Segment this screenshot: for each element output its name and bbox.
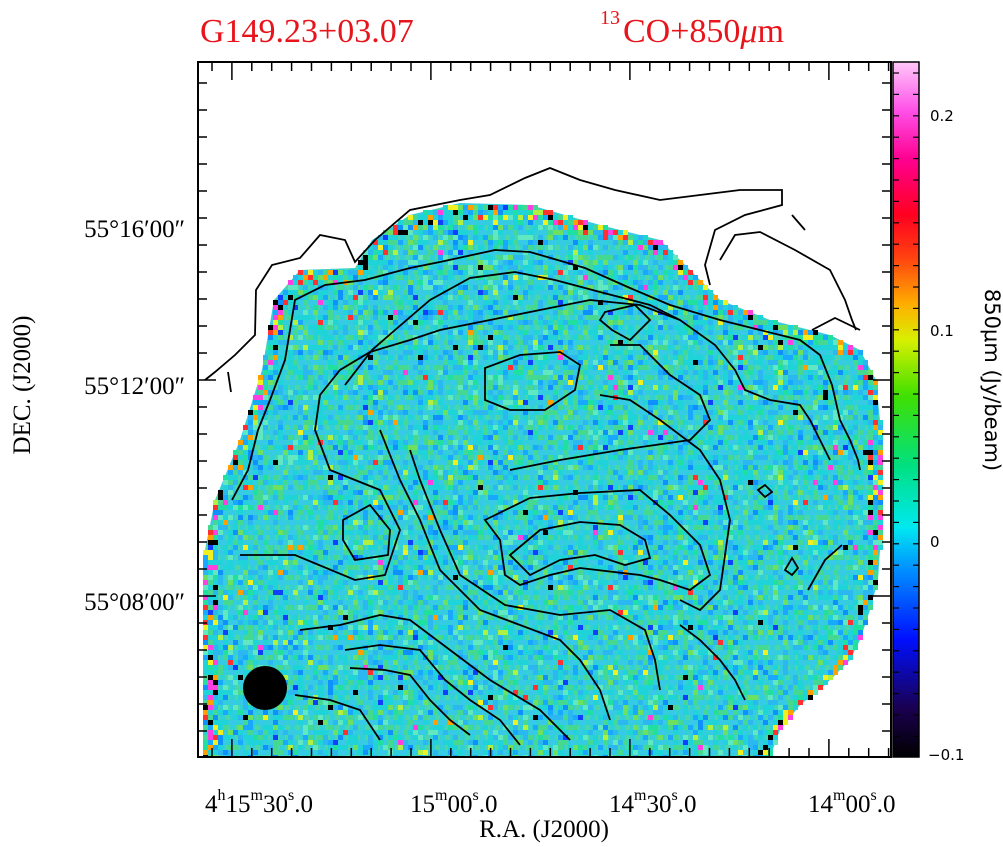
contour-right-dash bbox=[807, 544, 843, 591]
contour-small-dash bbox=[791, 214, 806, 231]
contour-lower-1 bbox=[299, 614, 571, 741]
tracer-unit: m bbox=[757, 13, 783, 50]
contour-far-right bbox=[811, 316, 861, 331]
contour-3 bbox=[344, 271, 681, 386]
colorbar-tick-neg-0-1: −0.1 bbox=[928, 746, 964, 764]
contour-lower-3 bbox=[349, 667, 471, 736]
contour-lower-4 bbox=[294, 694, 381, 741]
contour-right-fragment bbox=[719, 231, 857, 331]
tracer-superscript: 13 bbox=[600, 7, 620, 29]
plot-frame bbox=[197, 61, 892, 758]
contour-right-arc bbox=[599, 394, 731, 612]
noise-pixels bbox=[203, 205, 883, 757]
y-axis-title: DEC. (J2000) bbox=[9, 316, 36, 455]
colorbar bbox=[893, 62, 919, 757]
contour-right-blob-2 bbox=[783, 556, 800, 577]
contour-wave bbox=[483, 489, 712, 592]
contour-inner-band bbox=[409, 449, 661, 691]
colorbar-frame bbox=[892, 61, 920, 758]
svg-text:CO+850μm: CO+850μm bbox=[623, 13, 784, 50]
contour-2 bbox=[240, 299, 831, 581]
contour-outer bbox=[204, 167, 783, 381]
x-tick-label-4: 14m00s.0 bbox=[808, 787, 895, 818]
colorbar-tick-0-2: 0.2 bbox=[930, 107, 954, 125]
tracer-mu: μ bbox=[739, 13, 757, 50]
contour-left-loop bbox=[342, 503, 391, 561]
contour-center-loop bbox=[484, 351, 582, 411]
contour-right-lower bbox=[679, 624, 746, 701]
x-tick-labels: 4h15m30s.0 15m00s.0 14m30s.0 14m00s.0 bbox=[205, 787, 895, 818]
y-tick-label-2: 55°12′00″ bbox=[84, 373, 185, 400]
colorbar-tick-0-1: 0.1 bbox=[930, 322, 954, 340]
contour-layer bbox=[204, 167, 861, 746]
tracer-title: 13 CO+850μm bbox=[600, 7, 784, 50]
contour-small-loop bbox=[598, 304, 652, 342]
contour-inner-crescent bbox=[508, 521, 652, 577]
y-tick-label-3: 55°08′00″ bbox=[84, 589, 185, 616]
x-tick-label-2: 15m00s.0 bbox=[410, 787, 497, 818]
source-name: G149.23+03.07 bbox=[200, 13, 414, 50]
x-tick-label-3: 14m30s.0 bbox=[609, 787, 696, 818]
contour-left-edge bbox=[227, 371, 232, 393]
x-tick-label-1: 4h15m30s.0 bbox=[205, 787, 313, 818]
colorbar-ticks bbox=[893, 72, 919, 738]
beam-ellipse bbox=[243, 666, 287, 710]
x-axis-title: R.A. (J2000) bbox=[479, 816, 609, 843]
heatmap-layer bbox=[203, 203, 883, 757]
contour-right-arc-2 bbox=[509, 344, 712, 471]
contour-inner-band-2 bbox=[379, 429, 611, 721]
contour-1 bbox=[231, 249, 861, 501]
tracer-label: CO+850 bbox=[623, 13, 740, 50]
colorbar-tick-0: 0 bbox=[930, 533, 940, 551]
contour-right-blob bbox=[756, 483, 774, 499]
frame-ticks bbox=[198, 62, 891, 757]
y-tick-label-1: 55°16′00″ bbox=[84, 216, 185, 243]
colorbar-label: 850μm (Jy/beam) bbox=[980, 289, 1003, 471]
contour-lower-2 bbox=[344, 644, 521, 746]
